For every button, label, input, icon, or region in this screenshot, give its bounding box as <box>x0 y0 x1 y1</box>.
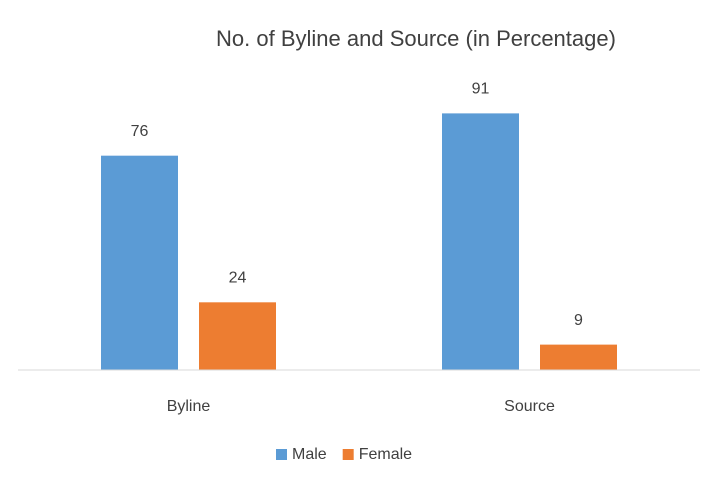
data-label: 91 <box>472 81 490 98</box>
data-label: 24 <box>229 270 247 287</box>
legend-swatch <box>342 449 354 460</box>
data-label: 76 <box>131 123 149 140</box>
data-label: 9 <box>574 312 583 329</box>
legend-label: Female <box>359 446 412 463</box>
legend-swatch <box>276 449 287 460</box>
bar <box>199 302 276 370</box>
chart-title: No. of Byline and Source (in Percentage) <box>216 26 616 51</box>
legend-label: Male <box>292 446 327 463</box>
bar <box>540 344 617 370</box>
x-tick-label: Byline <box>167 398 211 415</box>
x-tick-label: Source <box>504 398 555 415</box>
bar <box>442 113 519 370</box>
bar <box>101 155 178 370</box>
